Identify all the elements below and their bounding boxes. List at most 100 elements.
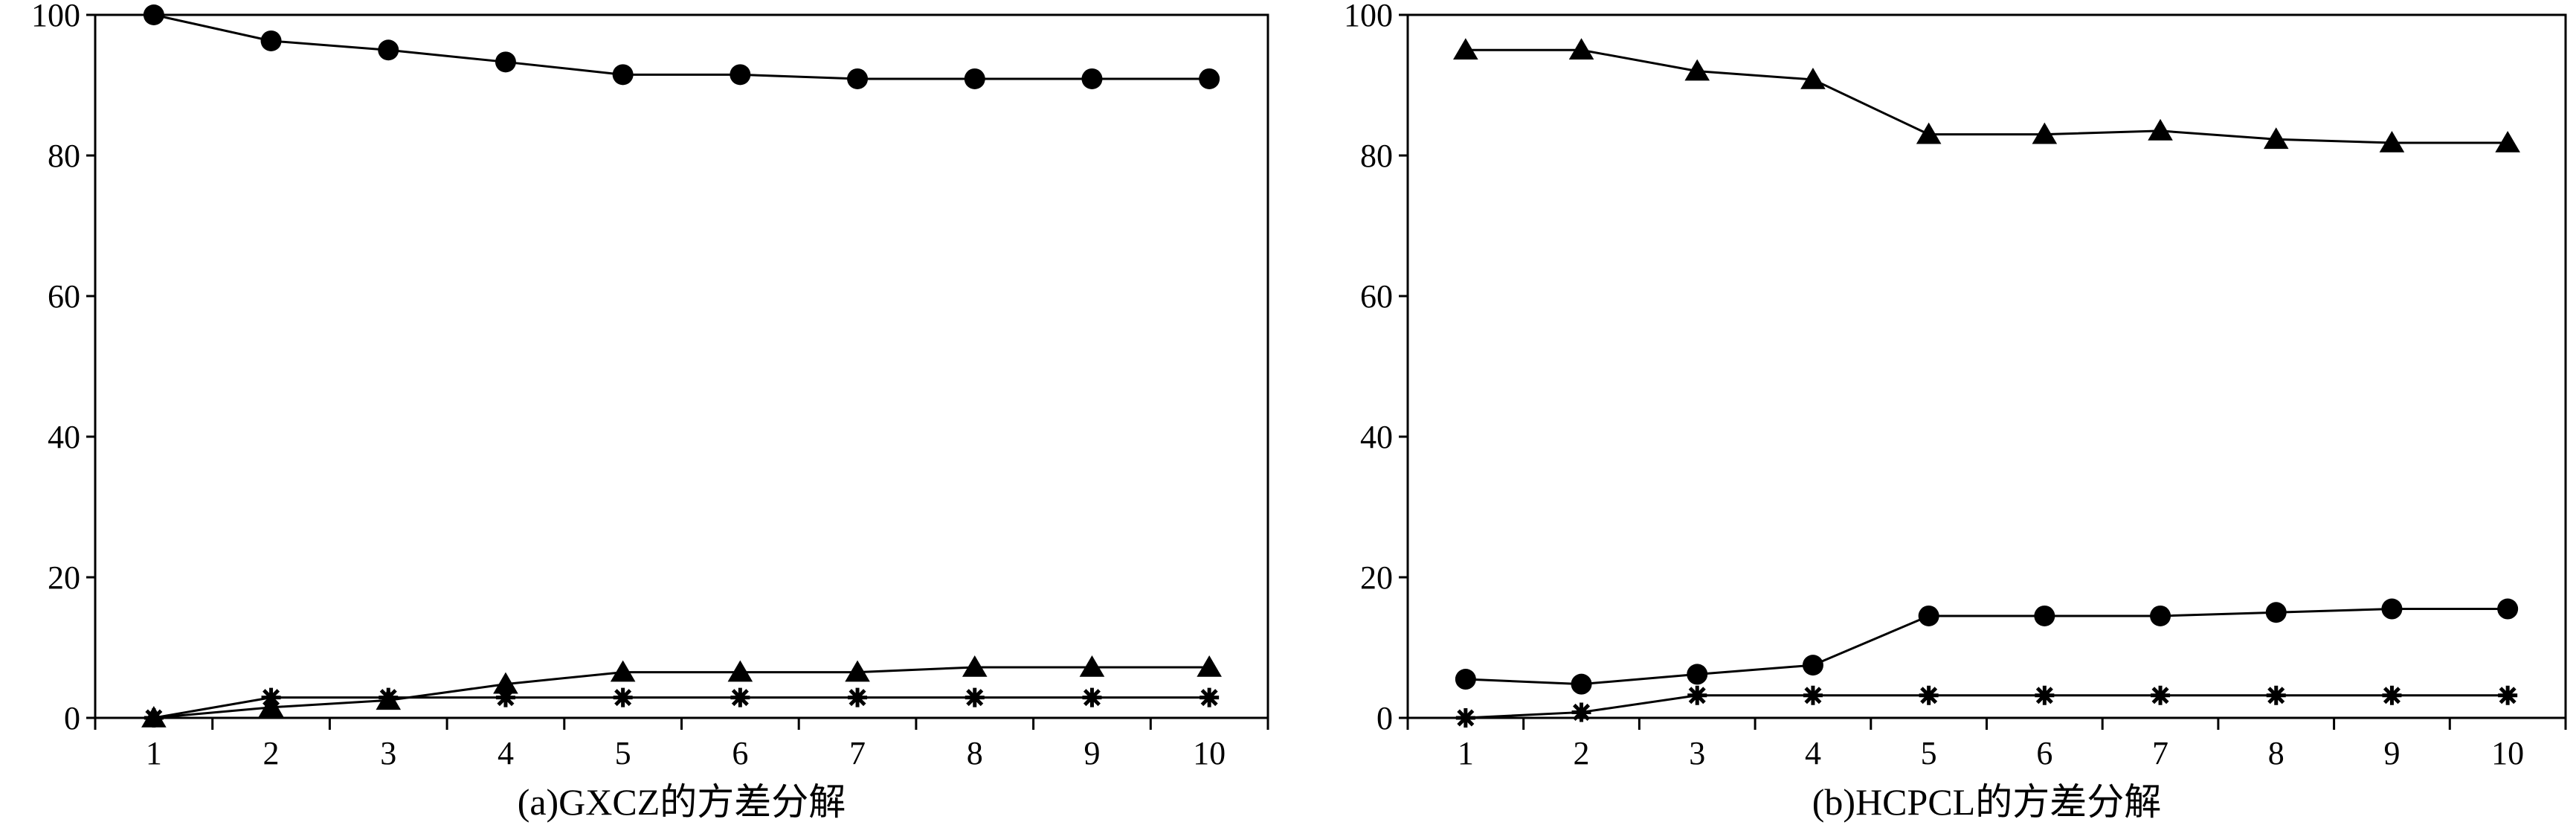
y-tick-label: 80	[1360, 138, 1393, 174]
series-circle	[143, 4, 1220, 89]
data-point-triangle	[1916, 122, 1942, 144]
data-point-circle	[1199, 68, 1220, 89]
data-point-triangle	[1197, 655, 1222, 677]
data-point-circle	[847, 68, 869, 89]
data-point-star	[1200, 687, 1220, 707]
data-point-star	[965, 687, 985, 707]
series-star	[1455, 685, 2518, 728]
y-tick-label: 60	[1360, 278, 1393, 315]
data-point-circle	[1081, 68, 1103, 89]
data-point-star	[1571, 702, 1591, 722]
data-point-triangle	[1684, 59, 1710, 81]
y-tick-label: 0	[1376, 700, 1393, 736]
data-point-circle	[1455, 669, 1476, 690]
x-tick-label: 4	[498, 735, 514, 771]
data-point-star	[1082, 687, 1102, 707]
x-tick-label: 7	[849, 735, 866, 771]
data-point-circle	[2497, 598, 2519, 620]
x-tick-label: 1	[146, 735, 162, 771]
chart-panel-1: 0 20 40 60 80 100 1 2 3 4 5 6 7 8 9 10 (a)GXCZ的方差分解	[31, 0, 1269, 823]
data-point-triangle	[845, 660, 870, 682]
data-point-triangle	[2032, 122, 2058, 144]
x-tick-label: 4	[1805, 735, 1821, 771]
x-tick-label: 5	[615, 735, 631, 771]
y-tick-label: 100	[31, 0, 80, 33]
data-point-circle	[1571, 673, 1592, 695]
data-point-star	[144, 708, 164, 728]
data-point-circle	[2034, 605, 2055, 626]
data-point-circle	[2150, 605, 2171, 626]
x-tick-label: 8	[2268, 735, 2284, 771]
y-tick-label: 80	[48, 138, 80, 174]
series-triangle	[1453, 38, 2520, 153]
x-tick-label: 5	[1921, 735, 1937, 771]
data-point-triangle	[1079, 655, 1105, 677]
y-tick-label: 40	[48, 419, 80, 455]
y-tick-label: 100	[1344, 0, 1393, 33]
data-point-circle	[1802, 655, 1823, 676]
chart-caption: (a)GXCZ的方差分解	[518, 781, 846, 823]
data-point-circle	[1687, 664, 1708, 685]
data-point-triangle	[2495, 130, 2520, 153]
data-point-star	[1919, 685, 1939, 705]
data-point-triangle	[2379, 130, 2405, 153]
x-tick-label: 9	[2383, 735, 2400, 771]
chart-caption: (b)HCPCL的方差分解	[1812, 781, 2161, 823]
data-point-triangle	[2263, 127, 2289, 150]
x-tick-label: 9	[1083, 735, 1100, 771]
data-point-circle	[2381, 598, 2403, 620]
series-line-triangle	[153, 666, 1210, 719]
data-point-circle	[378, 39, 399, 61]
x-tick-label: 1	[1458, 735, 1474, 771]
data-point-triangle	[727, 660, 753, 682]
data-point-star	[730, 687, 750, 707]
x-tick-label: 8	[967, 735, 983, 771]
data-point-circle	[730, 64, 751, 86]
data-point-star	[848, 687, 868, 707]
series-circle	[1455, 598, 2519, 695]
series-line-star	[153, 696, 1210, 719]
x-tick-label: 2	[1574, 735, 1590, 771]
x-tick-label: 10	[1193, 735, 1226, 771]
data-point-star	[261, 687, 281, 707]
data-point-triangle	[1453, 38, 1478, 60]
y-tick-label: 60	[48, 278, 80, 315]
series-line-circle	[1465, 608, 2508, 686]
data-point-triangle	[962, 655, 988, 677]
series-line-circle	[153, 13, 1210, 80]
data-point-star	[1455, 708, 1475, 728]
data-point-triangle	[610, 660, 636, 682]
series-line-star	[1465, 694, 2508, 719]
data-point-circle	[260, 30, 282, 51]
data-point-star	[1687, 685, 1707, 705]
data-point-star	[2035, 685, 2055, 705]
data-point-star	[1803, 685, 1823, 705]
data-point-star	[2382, 685, 2402, 705]
data-point-triangle	[1568, 38, 1594, 60]
y-tick-label: 20	[1360, 559, 1393, 596]
data-point-star	[379, 687, 399, 707]
x-tick-label: 3	[380, 735, 396, 771]
x-tick-label: 6	[732, 735, 748, 771]
y-tick-label: 20	[48, 559, 80, 596]
y-tick-label: 0	[64, 700, 80, 736]
x-tick-label: 6	[2036, 735, 2052, 771]
data-point-circle	[964, 68, 985, 89]
x-tick-label: 7	[2152, 735, 2168, 771]
x-tick-label: 10	[2491, 735, 2524, 771]
chart-panel-2: 0 20 40 60 80 100 1 2 3 4 5 6 7 8 9 10 (b)HCPCL的方差分解	[1344, 0, 2567, 823]
data-point-circle	[612, 64, 634, 86]
data-point-star	[2498, 685, 2518, 705]
data-point-circle	[1918, 605, 1939, 626]
data-point-circle	[143, 4, 164, 25]
data-point-triangle	[1800, 67, 1826, 89]
series-star	[144, 687, 1220, 728]
data-point-star	[2151, 685, 2171, 705]
data-point-circle	[495, 51, 516, 73]
data-point-circle	[2265, 602, 2287, 623]
y-tick-label: 40	[1360, 419, 1393, 455]
data-point-star	[2266, 685, 2286, 705]
data-point-triangle	[2148, 118, 2173, 141]
data-point-star	[613, 687, 633, 707]
